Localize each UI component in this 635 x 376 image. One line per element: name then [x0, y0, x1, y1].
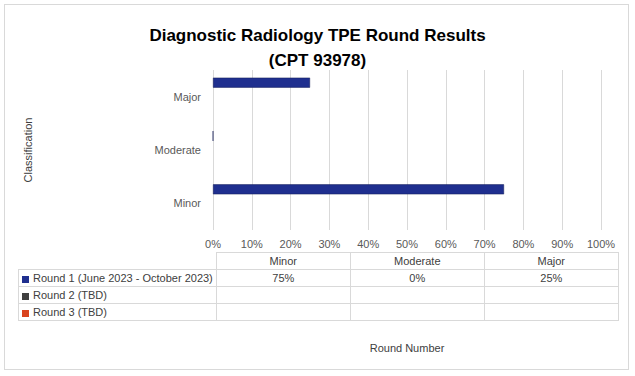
html-text:Moderate: Moderate [394, 255, 441, 267]
svg-text:Round Number: Round Number [370, 342, 445, 354]
svg-text:70%: 70% [474, 238, 496, 250]
html-text:75%: 75% [272, 272, 295, 284]
html-text:Round 1 (June 2023 - October 2: Round 1 (June 2023 - October 2023) [33, 272, 213, 284]
html-text:Round 3 (TBD): Round 3 (TBD) [33, 306, 107, 318]
svg-text:40%: 40% [357, 238, 379, 250]
svg-text:10%: 10% [241, 238, 263, 250]
html-text:Round 2 (TBD): Round 2 (TBD) [33, 289, 107, 301]
svg-text:60%: 60% [435, 238, 457, 250]
html-text:Major: Major [537, 255, 565, 267]
svg-text:Moderate: Moderate [155, 144, 201, 156]
svg-text:Diagnostic Radiology TPE Round: Diagnostic Radiology TPE Round Results [149, 26, 485, 45]
svg-text:0%: 0% [205, 238, 221, 250]
svg-text:20%: 20% [280, 238, 302, 250]
html-text:Minor: Minor [269, 255, 297, 267]
svg-text:Minor: Minor [173, 197, 201, 209]
svg-text:Classification: Classification [22, 118, 34, 183]
svg-text:90%: 90% [551, 238, 573, 250]
html-text:25%: 25% [540, 272, 563, 284]
svg-text:(CPT 93978): (CPT 93978) [269, 51, 366, 70]
html-text:0%: 0% [409, 272, 426, 284]
svg-text:80%: 80% [512, 238, 534, 250]
svg-text:50%: 50% [396, 238, 418, 250]
svg-text:Major: Major [173, 91, 201, 103]
svg-text:100%: 100% [587, 238, 615, 250]
svg-text:30%: 30% [318, 238, 340, 250]
